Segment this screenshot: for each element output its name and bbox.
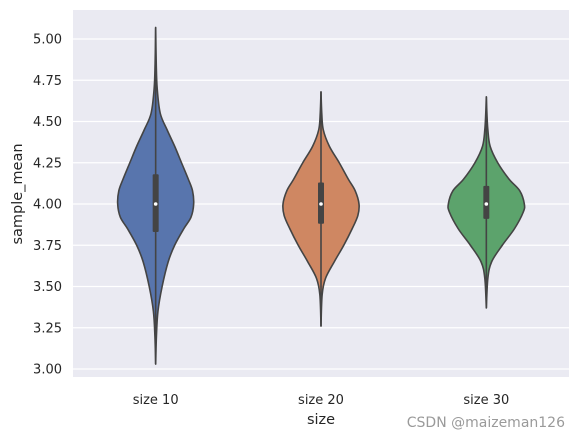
x-tick-label: size 20: [298, 393, 344, 408]
violin-median-dot: [319, 202, 323, 206]
violin-median-dot: [484, 202, 489, 206]
y-tick-label: 3.75: [33, 239, 62, 254]
y-tick-label: 3.25: [33, 321, 62, 336]
y-tick-label: 4.75: [33, 74, 62, 89]
violins: [116, 26, 526, 365]
y-tick-label: 4.00: [33, 198, 62, 213]
x-tick-label: size 10: [133, 393, 179, 408]
y-axis-label: sample_mean: [10, 143, 26, 244]
y-tick-label: 4.50: [33, 115, 62, 130]
y-tick-label: 4.25: [33, 156, 62, 171]
x-tick-labels: size 10 size 20 size 30: [133, 393, 510, 408]
y-tick-label: 3.50: [33, 280, 62, 295]
x-axis-label: size: [307, 412, 335, 428]
y-tick-label: 3.00: [33, 363, 62, 378]
violin-median-dot: [153, 202, 158, 206]
y-tick-labels: 3.00 3.25 3.50 3.75 4.00 4.25 4.50 4.75 5.00: [33, 33, 62, 378]
watermark: CSDN @maizeman126: [406, 415, 565, 431]
y-tick-label: 5.00: [33, 33, 62, 48]
x-tick-label: size 30: [463, 393, 509, 408]
